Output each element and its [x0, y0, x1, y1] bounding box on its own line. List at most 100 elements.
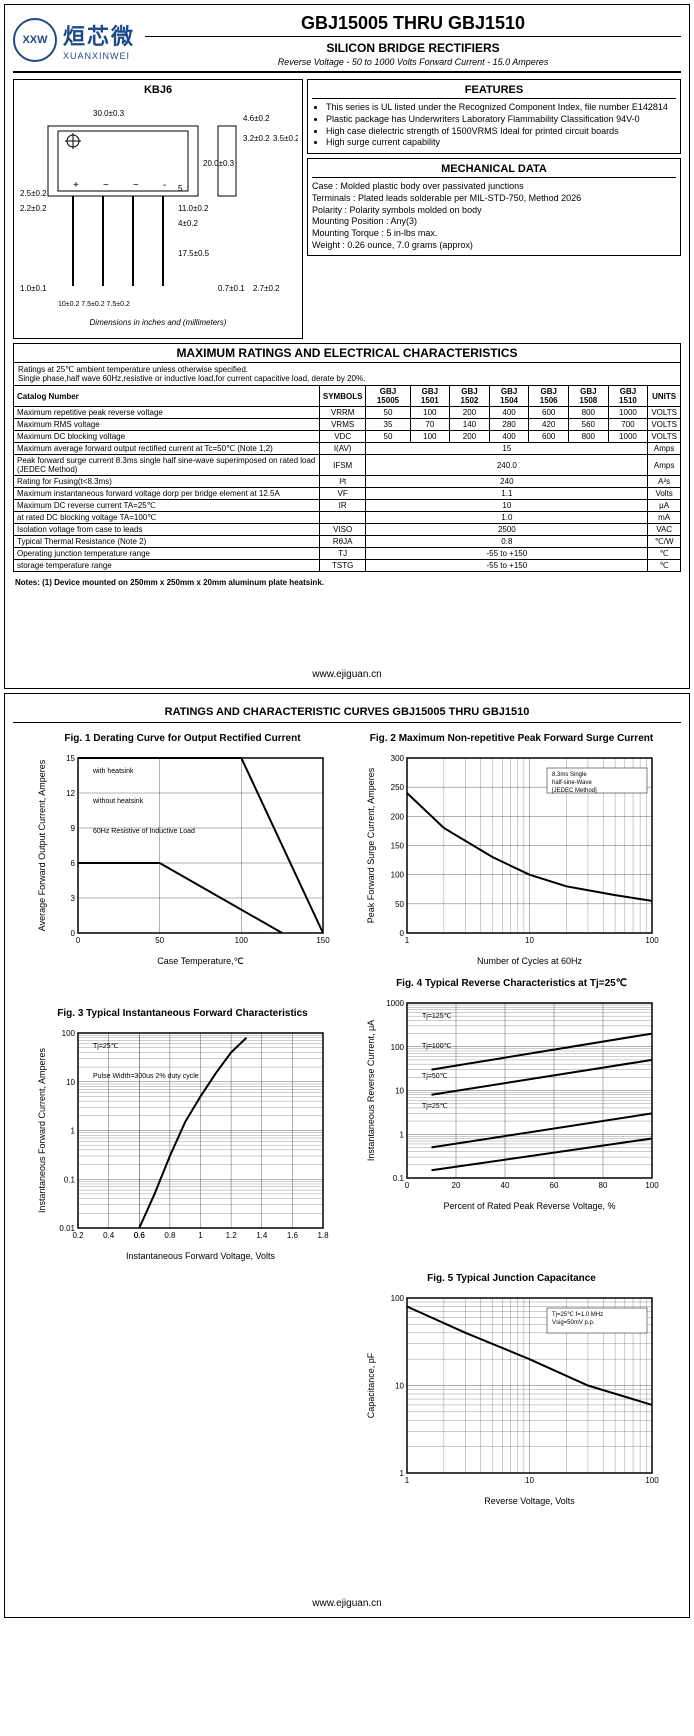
svg-text:0.01: 0.01: [59, 1224, 75, 1233]
feature-item: High case dielectric strength of 1500VRM…: [326, 126, 676, 137]
svg-text:60: 60: [549, 1181, 558, 1190]
svg-text:without heatsink: without heatsink: [92, 798, 144, 805]
svg-text:~: ~: [133, 180, 139, 191]
mechanical-item: Weight : 0.26 ounce, 7.0 grams (approx): [312, 240, 676, 252]
logo-chinese: 烜芯微: [63, 19, 135, 51]
ratings-table: Catalog NumberSYMBOLSGBJ 15005GBJ 1501GB…: [13, 385, 681, 572]
svg-text:10: 10: [525, 936, 534, 945]
svg-text:20: 20: [451, 1181, 460, 1190]
svg-text:0: 0: [75, 936, 80, 945]
svg-text:4±0.2: 4±0.2: [178, 219, 199, 228]
table-row: Maximum instantaneous forward voltage do…: [14, 488, 681, 500]
svg-text:0.4: 0.4: [103, 1231, 115, 1240]
svg-text:1: 1: [404, 936, 409, 945]
fig3: Fig. 3 Typical Instantaneous Forward Cha…: [23, 1008, 342, 1263]
svg-text:2.7±0.2: 2.7±0.2: [253, 284, 280, 293]
svg-text:2.5±0.2: 2.5±0.2: [20, 189, 47, 198]
svg-text:-: -: [163, 180, 166, 191]
svg-text:3: 3: [70, 894, 75, 903]
svg-text:0: 0: [70, 929, 75, 938]
mechanical-item: Polarity : Polarity symbols molded on bo…: [312, 205, 676, 217]
diagram-title: KBJ6: [18, 84, 298, 96]
svg-text:[JEDEC Method]: [JEDEC Method]: [552, 788, 597, 794]
features-box: FEATURES This series is UL listed under …: [307, 79, 681, 154]
fig2: Fig. 2 Maximum Non-repetitive Peak Forwa…: [352, 733, 671, 968]
mechanical-item: Terminals : Plated leads solderable per …: [312, 193, 676, 205]
svg-text:Vsig=50mV p.p.: Vsig=50mV p.p.: [552, 1320, 595, 1326]
svg-text:1: 1: [70, 1127, 75, 1136]
fig5: Fig. 5 Typical Junction Capacitance 1 10 1…: [352, 1273, 671, 1508]
svg-text:Tj=125℃: Tj=125℃: [422, 1013, 452, 1020]
fig4: Fig. 4 Typical Reverse Characteristics a…: [352, 978, 671, 1263]
svg-text:50: 50: [155, 936, 164, 945]
footer2: www.ejiguan.cn: [13, 1598, 681, 1609]
svg-text:10: 10: [66, 1078, 75, 1087]
svg-text:100: 100: [645, 1181, 659, 1190]
svg-text:Case Temperature,℃: Case Temperature,℃: [157, 956, 243, 966]
svg-text:Tj=25℃: Tj=25℃: [93, 1043, 119, 1050]
svg-text:Percent of Rated Peak Reverse: Percent of Rated Peak Reverse Voltage, %: [443, 1201, 615, 1211]
svg-text:Number of Cycles at 60Hz: Number of Cycles at 60Hz: [476, 956, 582, 966]
table-row: at rated DC blocking voltage TA=100℃1.0m…: [14, 512, 681, 524]
svg-text:150: 150: [316, 936, 330, 945]
table-row: Maximum DC blocking voltageVDC5010020040…: [14, 431, 681, 443]
svg-text:11.0±0.2: 11.0±0.2: [178, 204, 209, 213]
mechanical-item: Mounting Torque : 5 in-lbs max.: [312, 228, 676, 240]
svg-text:60Hz Resistive of Inductive Lo: 60Hz Resistive of Inductive Load: [93, 828, 195, 835]
feature-item: This series is UL listed under the Recog…: [326, 102, 676, 113]
svg-text:150: 150: [390, 842, 404, 851]
table-row: Typical Thermal Resistance (Note 2)RθJA0…: [14, 536, 681, 548]
package-diagram: KBJ6 +~~- 30.0±0.3 4.6±0.2 3.2±0.2 3.5±0…: [13, 79, 303, 339]
svg-text:Peak Forward Surge Current, Am: Peak Forward Surge Current, Amperes: [366, 767, 376, 923]
svg-text:10: 10: [525, 1476, 534, 1485]
svg-text:Instantaneous Reverse Current,: Instantaneous Reverse Current, μA: [366, 1020, 376, 1161]
subtitle: SILICON BRIDGE RECTIFIERS: [145, 41, 681, 55]
mechanical-title: MECHANICAL DATA: [312, 163, 676, 178]
svg-text:6: 6: [70, 859, 75, 868]
svg-text:0.1: 0.1: [63, 1175, 75, 1184]
svg-text:1.2: 1.2: [225, 1231, 237, 1240]
svg-text:Instantaneous Forward Current,: Instantaneous Forward Current, Amperes: [37, 1047, 47, 1213]
svg-text:half-sine-Wave: half-sine-Wave: [552, 780, 592, 786]
svg-text:10±0.2 7.5±0.2 7.5±0.2: 10±0.2 7.5±0.2 7.5±0.2: [58, 301, 130, 308]
fig2-title: Fig. 2 Maximum Non-repetitive Peak Forwa…: [352, 733, 671, 744]
feature-item: High surge current capability: [326, 137, 676, 148]
svg-text:2.2±0.2: 2.2±0.2: [20, 204, 47, 213]
diagram-caption: Dimensions in inches and (millimeters): [18, 318, 298, 327]
svg-text:1000: 1000: [386, 999, 404, 1008]
svg-text:100: 100: [234, 936, 248, 945]
svg-text:250: 250: [390, 783, 404, 792]
svg-text:100: 100: [390, 1294, 404, 1303]
svg-text:100: 100: [645, 936, 659, 945]
svg-text:8.3ms Single: 8.3ms Single: [552, 772, 587, 778]
svg-text:1.6: 1.6: [286, 1231, 298, 1240]
svg-text:1: 1: [399, 1130, 404, 1139]
svg-text:100: 100: [645, 1476, 659, 1485]
table-row: Peak forward surge current 8.3ms single …: [14, 455, 681, 476]
svg-text:1.8: 1.8: [317, 1231, 329, 1240]
svg-text:9: 9: [70, 824, 75, 833]
footer: www.ejiguan.cn: [13, 669, 681, 680]
datasheet-page-2: RATINGS AND CHARACTERISTIC CURVES GBJ150…: [4, 693, 690, 1618]
svg-text:Pulse Width=300us 2% duty cycl: Pulse Width=300us 2% duty cycle: [93, 1073, 199, 1080]
table-row: Maximum average forward output rectified…: [14, 443, 681, 455]
svg-text:1: 1: [404, 1476, 409, 1485]
fig5-title: Fig. 5 Typical Junction Capacitance: [352, 1273, 671, 1284]
svg-text:0.8: 0.8: [164, 1231, 176, 1240]
header: XXW 烜芯微 XUANXINWEI GBJ15005 THRU GBJ1510…: [13, 13, 681, 73]
svg-text:17.5±0.5: 17.5±0.5: [178, 249, 210, 258]
datasheet-page-1: XXW 烜芯微 XUANXINWEI GBJ15005 THRU GBJ1510…: [4, 4, 690, 689]
page2-title: RATINGS AND CHARACTERISTIC CURVES GBJ150…: [13, 702, 681, 723]
svg-text:Tj=25℃ f=1.0 MHz: Tj=25℃ f=1.0 MHz: [552, 1312, 603, 1318]
svg-text:100: 100: [61, 1029, 75, 1038]
svg-text:Tj=25℃: Tj=25℃: [422, 1103, 448, 1110]
mechanical-item: Mounting Position : Any(3): [312, 216, 676, 228]
svg-text:Tj=50℃: Tj=50℃: [422, 1073, 448, 1080]
fig1-title: Fig. 1 Derating Curve for Output Rectifi…: [23, 733, 342, 744]
logo: XXW 烜芯微 XUANXINWEI: [13, 18, 135, 62]
svg-text:0: 0: [404, 1181, 409, 1190]
logo-english: XUANXINWEI: [63, 51, 135, 61]
svg-text:0.1: 0.1: [392, 1174, 404, 1183]
svg-text:1.0±0.1: 1.0±0.1: [20, 284, 47, 293]
svg-text:Reverse Voltage, Volts: Reverse Voltage, Volts: [484, 1496, 575, 1506]
